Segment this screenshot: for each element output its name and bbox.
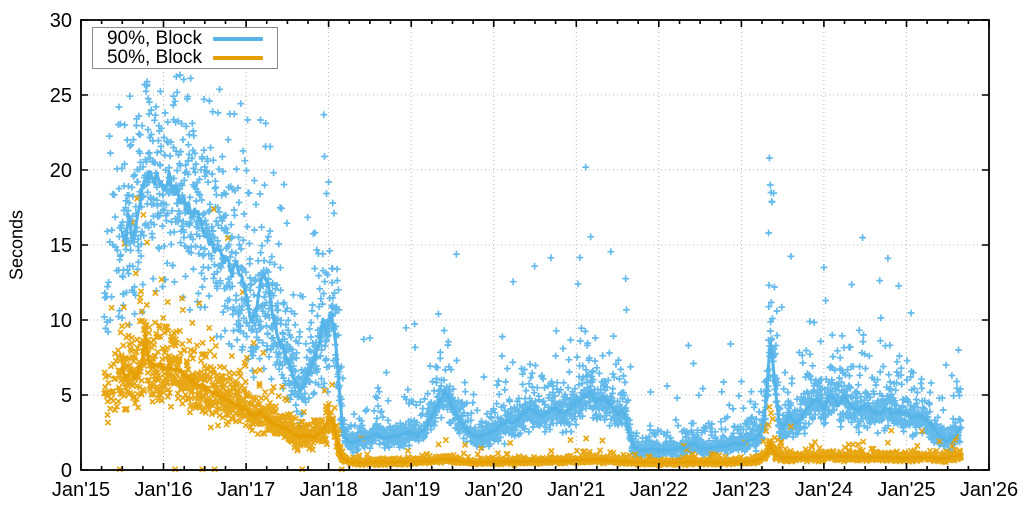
y-tick-label: 20 — [50, 160, 72, 182]
x-tick-label: Jan'19 — [382, 479, 440, 501]
y-tick-label: 5 — [61, 385, 72, 407]
series-p50-line — [120, 332, 962, 465]
y-tick-label: 30 — [50, 10, 72, 32]
x-tick-label: Jan'24 — [795, 479, 853, 501]
series-p90-line — [120, 170, 962, 453]
y-tick-label: 25 — [50, 85, 72, 107]
legend-line-sample-50-icon — [213, 55, 263, 60]
x-tick-label: Jan'18 — [299, 479, 357, 501]
legend-label-90: 90%, Block — [106, 28, 202, 49]
x-tick-label: Jan'22 — [630, 479, 688, 501]
x-tick-label: Jan'15 — [52, 479, 110, 501]
legend-entry-50: 50%, Block — [97, 48, 263, 67]
y-axis-label: Seconds — [6, 209, 27, 281]
x-tick-label: Jan'21 — [547, 479, 605, 501]
plot-border — [80, 19, 990, 471]
x-tick-label: Jan'20 — [465, 479, 523, 501]
x-tick-label: Jan'23 — [712, 479, 770, 501]
legend: 90%, Block 50%, Block — [92, 27, 278, 69]
x-tick-label: Jan'25 — [877, 479, 935, 501]
legend-label-50: 50%, Block — [106, 47, 202, 68]
legend-entry-90: 90%, Block — [97, 29, 263, 48]
y-tick-label: 10 — [50, 310, 72, 332]
y-tick-label: 0 — [61, 460, 72, 482]
y-tick-label: 15 — [50, 235, 72, 257]
x-tick-label: Jan'17 — [217, 479, 275, 501]
x-tick-label: Jan'26 — [960, 479, 1018, 501]
legend-line-sample-90-icon — [213, 36, 263, 41]
x-tick-label: Jan'16 — [134, 479, 192, 501]
